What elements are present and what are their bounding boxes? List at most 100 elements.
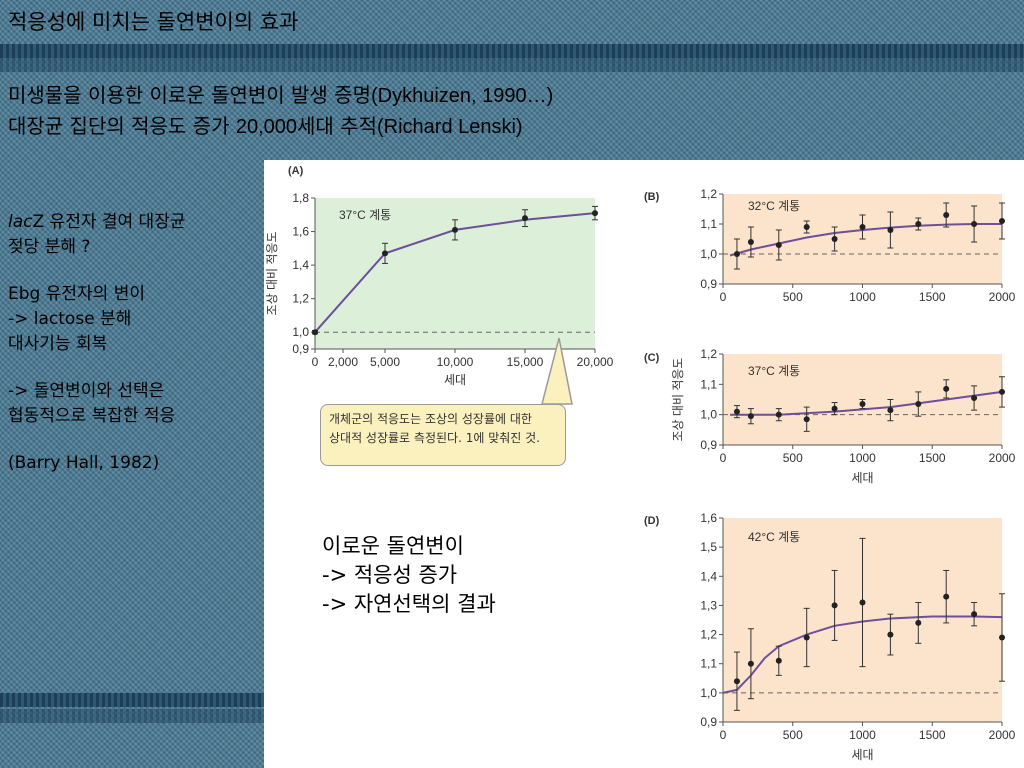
x-tick-label: 0 [720,290,727,304]
x-tick-label: 2,000 [328,355,358,369]
panel-letter: (D) [644,515,660,527]
data-point [943,212,950,218]
text-line: Ebg 유전자의 변이 [8,284,145,304]
x-tick-label: 5,000 [370,355,400,369]
data-point [522,215,528,222]
data-point [999,388,1005,395]
fitness-curve [722,615,1003,694]
data-point [733,408,740,415]
y-tick-label: 1,4 [700,569,717,583]
y-tick-label: 1,1 [700,657,717,671]
chart-panel: 0,9 1,0 1,1 1,2 0 500 1000 1500 2000 (B) 32°C 계통 [644,187,1016,304]
x-axis-label: 세대 [851,748,873,762]
y-tick-label: 1,8 [292,191,309,205]
data-point [803,416,810,423]
x-tick-label: 2000 [989,728,1016,742]
data-point [775,242,782,248]
subtitle-line-2: 대장균 집단의 적응도 증가 20,000세대 추적(Richard Lensk… [8,111,553,142]
x-tick-label: 1500 [919,451,946,465]
x-tick-label: 1500 [919,728,946,742]
note-line: 이로운 돌연변이 [322,534,464,558]
subtitle-citation: (Richard Lenski) [376,116,523,138]
y-tick-label: 1,1 [700,217,717,231]
x-tick-label: 500 [783,451,803,465]
subtitle-citation: (Dykhuizen, 1990…) [371,85,554,107]
y-tick-label: 0,9 [700,277,717,291]
data-point [943,385,950,392]
y-tick-label: 1,6 [700,511,717,525]
chart-panel: 0,9 1,0 1,2 1,4 1,6 1,8 0 2,000 5,000 10,000 15,00… [265,165,614,387]
data-point [312,329,318,336]
x-tick-label: 1500 [919,290,946,304]
title-bar: 적응성에 미치는 돌연변이의 효과 [0,0,1024,44]
subtitle-text: 미생물을 이용한 이로운 돌연변이 발생 증명 [8,83,371,107]
x-axis-label: 세대 [851,471,873,485]
divider-stripe [0,58,1024,72]
y-tick-label: 1,4 [292,258,309,272]
conclusion-note: 이로운 돌연변이 -> 적응성 증가 -> 자연선택의 결과 [322,532,496,619]
x-tick-label: 0 [312,355,319,369]
lac-italic: lac [8,212,33,232]
y-tick-label: 1,2 [700,347,717,361]
data-point [733,251,740,257]
fitness-charts: 0,9 1,0 1,2 1,4 1,6 1,8 0 2,000 5,000 10,000 15,00… [265,165,1016,762]
data-point [971,221,978,227]
fitness-curve [730,390,1003,416]
y-tick-label: 0,9 [292,342,309,356]
data-point [803,634,810,641]
chart-panel: 0,9 1,0 1,1 1,2 1,3 1,4 1,5 1,6 0 500 1000 1500 2000… [644,511,1016,762]
panel-letter: (B) [644,191,660,203]
data-point [592,210,598,217]
x-tick-label: 500 [783,290,803,304]
y-tick-label: 0,9 [700,438,717,452]
data-point [943,593,950,600]
left-divider-stripe [0,693,264,707]
panel-letter: (C) [644,352,660,364]
subtitle-number: 20,000 [235,116,298,138]
data-point [887,407,894,414]
chart-panel: 0,9 1,0 1,1 1,2 0 500 1000 1500 2000 (C) 37°C 계통세대… [644,347,1016,485]
y-tick-label: 1,2 [700,187,717,201]
data-point [831,405,838,412]
citation: (Barry Hall, 1982) [8,453,160,473]
subtitle-text: 대장균 집단의 적응도 증가 [8,114,236,138]
callout-line: 개체군의 적응도는 조상의 성장률에 대한 [329,412,532,426]
x-tick-label: 15,000 [507,355,544,369]
x-tick-label: 2000 [989,451,1016,465]
text-line: -> lactose 분해 [8,309,132,329]
slide-title: 적응성에 미치는 돌연변이의 효과 [8,10,299,34]
data-point [999,634,1005,641]
subtitle-line-1: 미생물을 이용한 이로운 돌연변이 발생 증명(Dykhuizen, 1990…… [8,80,553,111]
data-point [915,221,922,227]
callout-box: 개체군의 적응도는 조상의 성장률에 대한 상대적 성장률로 측정된다. 1에 … [320,404,566,466]
left-divider-stripe [0,709,264,723]
data-point [747,413,754,420]
strain-label: 32°C 계통 [748,199,800,213]
divider-stripe [0,44,1024,58]
data-point [747,239,754,245]
data-point [382,250,388,257]
x-tick-label: 0 [720,728,727,742]
data-point [775,657,782,664]
data-point [775,411,782,418]
selection-paragraph: -> 돌연변이와 선택은 협동적으로 복잡한 적응 [8,379,263,429]
y-tick-label: 1,6 [292,225,309,239]
figure-area: 0,9 1,0 1,2 1,4 1,6 1,8 0 2,000 5,000 10,000 15,00… [264,160,1024,768]
data-point [831,236,838,242]
y-tick-label: 1,1 [700,377,717,391]
x-axis-label: 세대 [444,373,466,387]
panel-letter: (A) [288,165,304,177]
x-tick-label: 1000 [849,728,876,742]
x-tick-label: 0 [720,451,727,465]
lacz-paragraph: lacZ 유전자 결여 대장균 젖당 분해 ? [8,210,263,260]
note-line: -> 자연선택의 결과 [322,592,496,616]
x-tick-label: 2000 [989,290,1016,304]
strain-label: 37°C 계통 [748,364,800,378]
data-point [971,611,978,618]
data-point [999,218,1005,224]
x-tick-label: 10,000 [437,355,474,369]
y-axis-label: 조상 대비 적응도 [265,232,279,316]
data-point [859,224,866,230]
y-tick-label: 1,5 [700,540,717,554]
